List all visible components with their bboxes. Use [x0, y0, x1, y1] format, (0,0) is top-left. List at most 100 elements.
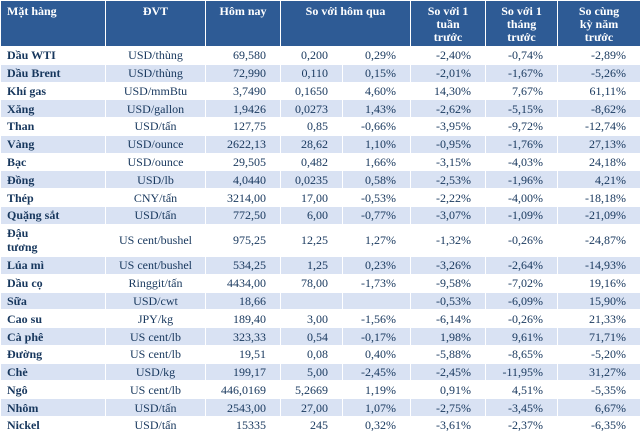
unit-cell: USD/ounce [105, 134, 206, 154]
week-change-pct-cell: -5,88% [410, 344, 487, 364]
table-row: Vàng USD/ounce 2622,13 28,62 1,10% -0,95% -1,7… [0, 134, 640, 154]
table-row: Thép CNY/tấn 3214,00 17,00 -0,53% -2,22% -4,00… [0, 188, 640, 207]
year-change-pct-cell: 31,27% [557, 362, 640, 382]
week-change-pct-cell: 0,91% [410, 380, 487, 400]
day-change-cell: 0,08 [280, 344, 343, 364]
month-change-pct-cell: -1,96% [485, 170, 559, 190]
day-change-cell: 17,00 [280, 188, 343, 207]
commodity-name-cell: Đậu tương [0, 223, 106, 258]
day-change-cell: 27,00 [280, 398, 343, 417]
commodity-name-cell: Xăng [0, 99, 106, 119]
today-price-cell: 534,25 [205, 256, 281, 275]
day-change-cell: 5,00 [280, 362, 343, 382]
header-unit: ĐVT [105, 0, 206, 47]
day-change-cell: 6,00 [280, 205, 343, 225]
month-change-pct-cell: -1,76% [485, 134, 559, 154]
year-change-pct-cell: 27,13% [557, 134, 640, 154]
table-row: Đồng USD/lb 4,0440 0,0235 0,58% -2,53% -1,96% 4… [0, 170, 640, 190]
unit-cell: CNY/tấn [105, 188, 206, 207]
today-price-cell: 3,7490 [205, 81, 281, 101]
day-change-cell: 0,110 [280, 63, 343, 83]
today-price-cell: 3214,00 [205, 188, 281, 207]
unit-cell: USD/tấn [105, 205, 206, 225]
month-change-pct-cell: -4,00% [485, 188, 559, 207]
commodity-name-cell: Nhôm [0, 398, 106, 417]
week-change-pct-cell: -2,22% [410, 188, 487, 207]
month-change-pct-cell: -3,45% [485, 398, 559, 417]
day-change-cell: 28,62 [280, 134, 343, 154]
year-change-pct-cell: -5,35% [557, 380, 640, 400]
unit-cell: US cent/lb [105, 380, 206, 400]
day-change-pct-cell: 4,60% [341, 81, 412, 101]
day-change-cell: 245 [280, 415, 343, 435]
commodity-name-cell: Vàng [0, 134, 106, 154]
table-row: Ngô US cent/lb 446,0169 5,2669 1,19% 0,91% 4,5… [0, 380, 640, 400]
month-change-pct-cell: -7,02% [485, 273, 559, 293]
commodity-name-cell: Nickel [0, 415, 106, 435]
unit-cell: Ringgit/tấn [105, 273, 206, 293]
today-price-cell: 2622,13 [205, 134, 281, 154]
week-change-pct-cell: -2,45% [410, 362, 487, 382]
day-change-cell [280, 291, 343, 311]
day-change-pct-cell: -2,45% [341, 362, 412, 382]
day-change-pct-cell [341, 291, 412, 311]
month-change-pct-cell: -0,26% [485, 223, 559, 258]
month-change-pct-cell: -11,95% [485, 362, 559, 382]
today-price-cell: 72,990 [205, 63, 281, 83]
commodity-name-cell: Dầu cọ [0, 273, 106, 293]
commodity-name-cell: Quặng sắt [0, 205, 106, 225]
day-change-pct-cell: 1,27% [341, 223, 412, 258]
week-change-pct-cell: -2,53% [410, 170, 487, 190]
unit-cell: US cent/bushel [105, 223, 206, 258]
unit-cell: JPY/kg [105, 309, 206, 329]
today-price-cell: 772,50 [205, 205, 281, 225]
commodity-name-cell: Đường [0, 344, 106, 364]
day-change-pct-cell: 0,29% [341, 46, 412, 65]
unit-cell: USD/tấn [105, 117, 206, 136]
table-row: Bạc USD/ounce 29,505 0,482 1,66% -3,15% -4,03%… [0, 152, 640, 172]
day-change-cell: 3,00 [280, 309, 343, 329]
week-change-pct-cell: -0,95% [410, 134, 487, 154]
month-change-pct-cell: 9,61% [485, 327, 559, 346]
week-change-pct-cell: 14,30% [410, 81, 487, 101]
table-row: Dầu WTI USD/thùng 69,580 0,200 0,29% -2,40% -0… [0, 46, 640, 65]
year-change-pct-cell: -5,20% [557, 344, 640, 364]
week-change-pct-cell: -2,01% [410, 63, 487, 83]
month-change-pct-cell: -1,67% [485, 63, 559, 83]
month-change-pct-cell: -8,65% [485, 344, 559, 364]
unit-cell: USD/mmBtu [105, 81, 206, 101]
today-price-cell: 199,17 [205, 362, 281, 382]
year-change-pct-cell: 24,18% [557, 152, 640, 172]
unit-cell: USD/gallon [105, 99, 206, 119]
month-change-pct-cell: -6,09% [485, 291, 559, 311]
year-change-pct-cell: 61,11% [557, 81, 640, 101]
commodity-name-cell: Khí gas [0, 81, 106, 101]
week-change-pct-cell: -2,40% [410, 46, 487, 65]
year-change-pct-cell: 21,33% [557, 309, 640, 329]
today-price-cell: 323,33 [205, 327, 281, 346]
table-header: Mặt hàng ĐVT Hôm nay So với hôm qua So v… [0, 0, 640, 47]
week-change-pct-cell: -3,07% [410, 205, 487, 225]
week-change-pct-cell: -2,62% [410, 99, 487, 119]
week-change-pct-cell: -3,61% [410, 415, 487, 435]
commodity-name-cell: Lúa mì [0, 256, 106, 275]
day-change-pct-cell: 0,23% [341, 256, 412, 275]
today-price-cell: 1,9426 [205, 99, 281, 119]
day-change-cell: 1,25 [280, 256, 343, 275]
commodity-name-cell: Thép [0, 188, 106, 207]
day-change-pct-cell: -1,73% [341, 273, 412, 293]
month-change-pct-cell: -1,09% [485, 205, 559, 225]
commodity-name-cell: Dầu WTI [0, 46, 106, 65]
month-change-pct-cell: 7,67% [485, 81, 559, 101]
year-change-pct-cell: 6,67% [557, 398, 640, 417]
today-price-cell: 127,75 [205, 117, 281, 136]
day-change-pct-cell: -1,56% [341, 309, 412, 329]
month-change-pct-cell: -2,37% [485, 415, 559, 435]
unit-cell: USD/tấn [105, 415, 206, 435]
week-change-pct-cell: -3,95% [410, 117, 487, 136]
today-price-cell: 4434,00 [205, 273, 281, 293]
commodity-name-cell: Bạc [0, 152, 106, 172]
day-change-cell: 0,85 [280, 117, 343, 136]
table-row: Sữa USD/cwt 18,66 -0,53% -6,09% 15,90% [0, 291, 640, 311]
table-row: Than USD/tấn 127,75 0,85 -0,66% -3,95% -9,72% -… [0, 117, 640, 136]
